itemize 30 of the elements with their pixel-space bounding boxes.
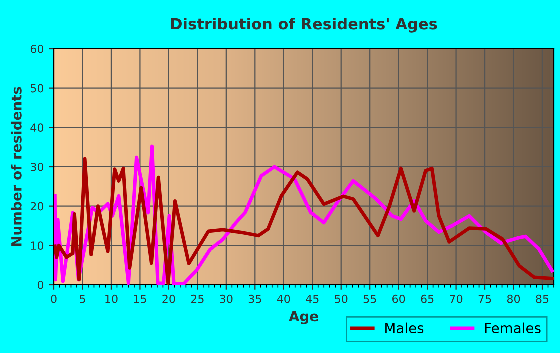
x-tick-label: 55 <box>364 295 376 304</box>
x-tick-label: 60 <box>392 294 406 304</box>
legend-label: Females <box>485 322 541 334</box>
x-tick-label: 65 <box>421 294 434 304</box>
y-tick-label: 50 <box>30 84 44 93</box>
y-tick-label: 10 <box>31 242 44 250</box>
x-tick-label: 10 <box>106 294 118 304</box>
x-tick-label: 20 <box>162 294 176 304</box>
x-tick-label: 25 <box>191 294 204 304</box>
y-tick-label: 0 <box>38 280 44 290</box>
x-tick-label: 75 <box>478 295 492 304</box>
x-tick-label: 15 <box>134 295 146 304</box>
x-axis-title: Age <box>289 311 318 324</box>
legend-label: Males <box>386 322 424 334</box>
x-tick-label: 40 <box>277 294 290 304</box>
y-tick-label: 60 <box>30 44 44 54</box>
x-tick-label: 30 <box>220 294 233 304</box>
x-tick-label: 35 <box>248 294 262 304</box>
x-tick-label: 0 <box>51 294 57 304</box>
x-tick-label: 70 <box>450 294 463 304</box>
y-tick-label: 30 <box>30 162 44 172</box>
y-tick-label: 20 <box>30 202 44 211</box>
x-tick-label: 45 <box>306 295 319 304</box>
y-axis-title: Number of residents <box>11 87 22 246</box>
chart-title: Distribution of Residents' Ages <box>171 18 438 33</box>
x-tick-label: 5 <box>80 295 86 304</box>
y-tick-label: 40 <box>30 124 44 132</box>
x-tick-label: 50 <box>335 294 348 304</box>
x-tick-label: 85 <box>536 294 549 304</box>
x-tick-label: 80 <box>507 294 520 304</box>
